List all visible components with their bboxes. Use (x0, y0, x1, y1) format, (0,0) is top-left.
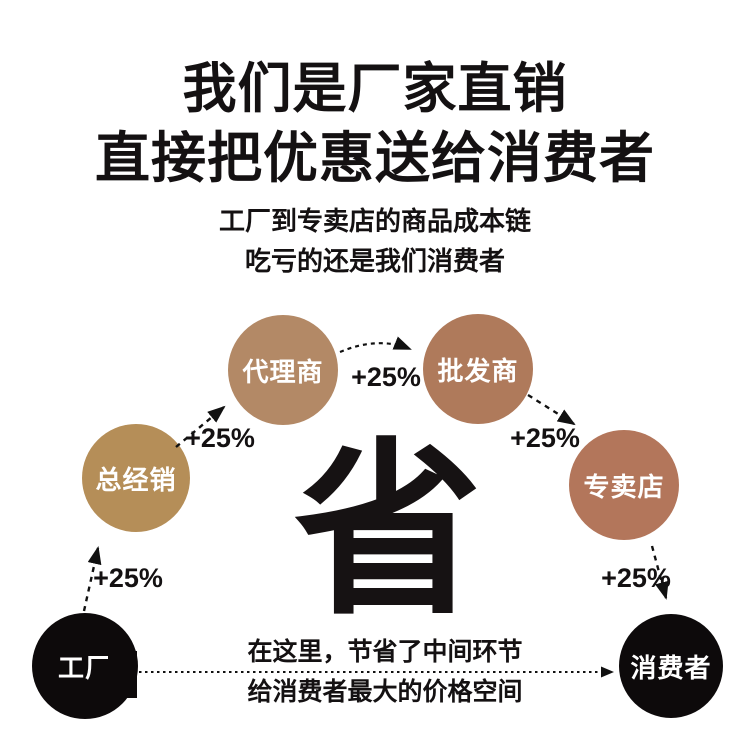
subtitle-line1: 工厂到专卖店的商品成本链 (218, 206, 531, 236)
node-general-distributor-label: 总经销 (95, 464, 177, 495)
save-character: 省 (294, 426, 482, 636)
node-specialty-store: 专卖店 (569, 430, 679, 540)
subtitle-line2: 吃亏的还是我们消费者 (244, 246, 505, 276)
node-agent: 代理商 (228, 315, 338, 425)
increment-label-agent-wholesaler: +25% (351, 362, 421, 392)
node-wholesaler-label: 批发商 (437, 355, 519, 386)
footer-line1: 在这里，节省了中间环节 (247, 638, 523, 666)
node-general-distributor: 总经销 (82, 424, 190, 532)
factory-patch-rectangle (108, 651, 137, 698)
increment-label-wholesaler-store: +25% (510, 423, 580, 453)
arrow-wholesaler-to-store (527, 393, 576, 426)
arrow-agent-to-wholesaler (339, 336, 412, 354)
main-title-line1: 我们是厂家直销 (182, 59, 568, 119)
increment-label-store-consumer: +25% (601, 563, 671, 593)
increment-label-factory-distributor: +25% (93, 563, 163, 593)
node-wholesaler: 批发商 (423, 314, 533, 424)
node-specialty-store-label: 专卖店 (583, 471, 665, 502)
node-factory-label: 工厂 (57, 652, 112, 683)
main-title-line2: 直接把优惠送给消费者 (94, 127, 655, 189)
node-consumer-label: 消费者 (630, 652, 712, 683)
footer-line2: 给消费者最大的价格空间 (247, 678, 523, 706)
node-agent-label: 代理商 (242, 356, 324, 387)
node-consumer: 消费者 (619, 614, 723, 718)
increment-label-distributor-agent: +25% (185, 423, 255, 453)
